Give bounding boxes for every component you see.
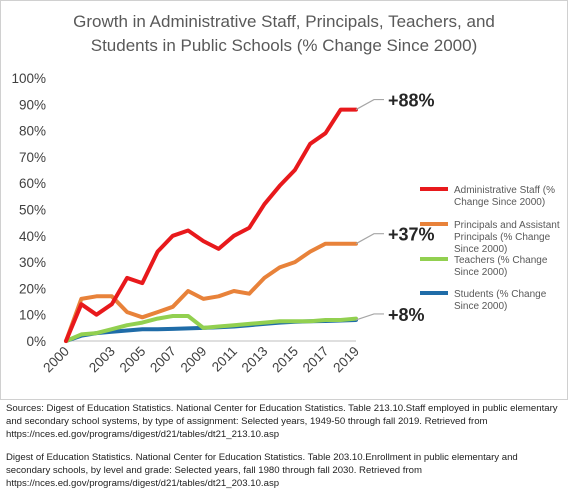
series-line — [64, 107, 358, 343]
x-tick-label: 2007 — [147, 344, 179, 376]
y-tick-label: 30% — [19, 255, 46, 270]
y-tick-label: 100% — [11, 71, 46, 86]
y-tick-label: 70% — [19, 150, 46, 165]
series-line — [64, 314, 358, 343]
y-tick-label: 20% — [19, 281, 46, 296]
end-value-label: +88% — [388, 91, 435, 111]
x-tick-label: 2017 — [300, 344, 332, 376]
x-tick-label: 2019 — [330, 344, 362, 376]
chart-title: Growth in Administrative Staff, Principa… — [20, 10, 548, 58]
callout-leader-line — [355, 313, 384, 321]
line-chart: 0%10%20%30%40%50%60%70%80%90%100%2000 200… — [11, 71, 560, 376]
x-tick-label: 2011 — [209, 344, 240, 375]
x-tick-label: 2015 — [269, 344, 301, 376]
callout-leader-line — [355, 233, 384, 245]
y-tick-label: 80% — [19, 124, 46, 139]
y-tick-label: 0% — [26, 334, 46, 349]
y-tick-label: 50% — [19, 203, 46, 218]
x-tick-label: 2005 — [117, 344, 149, 376]
legend-label: Principals and Assistant — [454, 220, 560, 231]
source-citation-1: Sources: Digest of Education Statistics.… — [6, 403, 558, 440]
legend-label: Administrative Staff (% — [454, 185, 555, 196]
x-tick-label: 2003 — [86, 344, 118, 376]
end-value-label: +37% — [388, 225, 435, 245]
chart-title-line-1: Growth in Administrative Staff, Principa… — [73, 12, 495, 31]
legend-label: Teachers (% Change — [454, 255, 548, 266]
legend-label: Since 2000) — [454, 267, 507, 278]
source-citation-2: Digest of Education Statistics. National… — [6, 452, 518, 489]
y-tick-label: 10% — [19, 308, 46, 323]
sources-note: Sources: Digest of Education Statistics.… — [6, 402, 562, 500]
chart-title-line-2: Students in Public Schools (% Change Sin… — [90, 36, 478, 55]
y-tick-label: 90% — [19, 97, 46, 112]
legend-label: Students (% Change — [454, 289, 547, 300]
legend-label: Since 2000) — [454, 244, 507, 255]
x-tick-label: 2009 — [178, 344, 210, 376]
legend-label: Since 2000) — [454, 301, 507, 312]
x-tick-label: 2013 — [239, 344, 271, 376]
y-tick-label: 60% — [19, 176, 46, 191]
callout-leader-line — [355, 98, 384, 111]
legend-label: Change Since 2000) — [454, 197, 545, 208]
legend-label: Principals (% Change — [454, 232, 551, 243]
end-value-label: +8% — [388, 305, 425, 325]
y-tick-label: 40% — [19, 229, 46, 244]
